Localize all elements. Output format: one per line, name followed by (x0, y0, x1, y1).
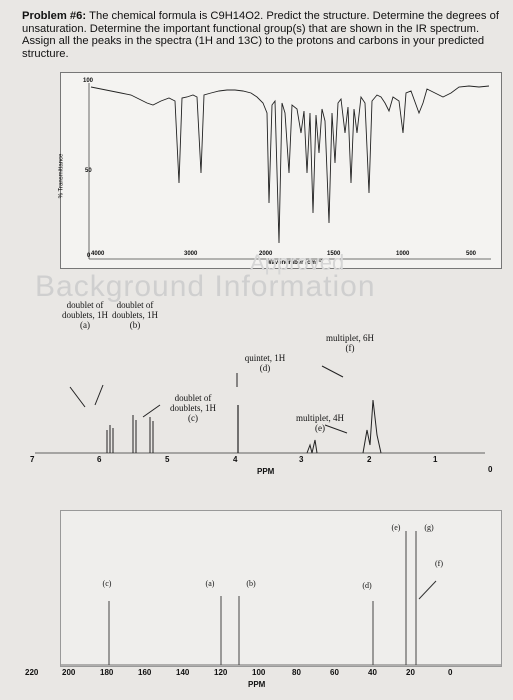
c-tick-160: 160 (138, 668, 152, 677)
h-label-e: multiplet, 4H (e) (296, 413, 344, 433)
h-peak-b (132, 415, 137, 453)
h-tick-1: 1 (433, 455, 438, 464)
c-tick-80: 80 (292, 668, 301, 677)
c-tick-180: 180 (100, 668, 114, 677)
h-nmr-spectrum: doublet of doublets, 1H (a) doublet of do… (25, 285, 505, 485)
c-tick-100: 100 (252, 668, 266, 677)
h-xlabel: PPM (257, 467, 275, 476)
watermark-text: Background Information (35, 270, 376, 303)
h-label-b: doublet of doublets, 1H (b) (112, 300, 158, 330)
ir-spectrum: 100 50 0 4000 3000 2000 1500 1000 500 Wa… (58, 72, 502, 269)
c-tick-40: 40 (368, 668, 377, 677)
watermark-sub: Approved (250, 250, 345, 275)
h-label-d: quintet, 1H (d) (244, 353, 286, 373)
c-label-e: (e) (391, 523, 401, 532)
h-label-c: doublet of doublets, 1H (c) (170, 393, 216, 423)
h-tick-2: 2 (367, 455, 372, 464)
c-label-g: (g) (424, 523, 434, 532)
c-tick-0: 0 (448, 668, 453, 677)
h-tick-3: 3 (299, 455, 304, 464)
c-nmr-spectrum: (c) (a) (b) (d) (e) (g) (f) (60, 510, 502, 667)
c-tick-200: 200 (62, 668, 76, 677)
c-label-b: (b) (246, 579, 256, 588)
ir-ytick-0: 0 (87, 253, 91, 259)
h-peak-c (149, 417, 154, 453)
c-label-f: (f) (435, 559, 443, 568)
c-tick-20: 20 (406, 668, 415, 677)
h-tick-5: 5 (165, 455, 170, 464)
h-tick-7: 7 (30, 455, 35, 464)
c-label-c: (c) (102, 579, 112, 588)
ir-xtick-2000: 2000 (259, 251, 273, 257)
h-tick-6: 6 (97, 455, 102, 464)
ir-xtick-1500: 1500 (327, 251, 341, 257)
ir-xtick-1000: 1000 (396, 251, 410, 257)
c-tick-120: 120 (214, 668, 228, 677)
ir-ylabel: % Transmittance (58, 153, 65, 199)
c-xlabel: PPM (248, 680, 266, 689)
ir-xtick-500: 500 (466, 251, 477, 257)
ir-xtick-3000: 3000 (184, 251, 198, 257)
problem-label: Problem #6: (22, 10, 87, 22)
h-nmr-plot (35, 365, 485, 454)
ir-ytick-50: 50 (85, 168, 92, 174)
c-tick-220: 220 (25, 668, 39, 677)
c-nmr-axis: 220 200 180 160 140 120 100 80 60 40 20 … (0, 668, 513, 698)
problem-text: The chemical formula is C9H14O2. Predict… (22, 10, 499, 60)
c-label-d: (d) (362, 581, 372, 590)
h-peak-a (106, 425, 114, 453)
c-tick-60: 60 (330, 668, 339, 677)
c-tick-140: 140 (176, 668, 190, 677)
h-tick-4: 4 (233, 455, 238, 464)
ir-plot (88, 83, 491, 260)
ir-xlabel: Wavenumber (cm⁻¹) (266, 260, 323, 266)
h-tick-0: 0 (488, 465, 493, 474)
h-peak-f (362, 399, 382, 454)
c-nmr-plot (61, 531, 501, 666)
h-peak-e (306, 439, 318, 454)
c-label-a: (a) (205, 579, 215, 588)
ir-ytick-100: 100 (83, 78, 94, 84)
ir-trace (90, 85, 490, 244)
h-label-a: doublet of doublets, 1H (a) (62, 300, 108, 330)
ir-xtick-4000: 4000 (91, 251, 105, 257)
problem-statement: Problem #6: The chemical formula is C9H1… (22, 10, 502, 60)
h-label-f: multiplet, 6H (f) (326, 333, 374, 353)
